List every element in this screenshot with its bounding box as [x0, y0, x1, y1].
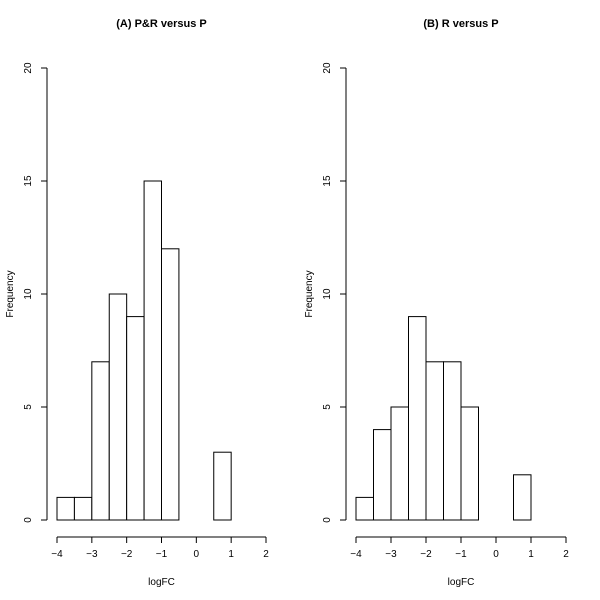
panel-a-bar [213, 451, 232, 521]
panel-b-bar [513, 474, 532, 521]
panel-b-title: (B) R versus P [423, 18, 498, 30]
panel-a-x-tick-label: −1 [156, 549, 168, 560]
panel-b-bar [425, 361, 444, 521]
panel-b-x-tick-label: −4 [350, 549, 362, 560]
panel-b-y-tick-label: 15 [322, 175, 333, 187]
panel-a-x-tick-label: −3 [86, 549, 98, 560]
panel-a-y-axis-label: Frequency [5, 270, 16, 317]
panel-a-x-tick-label: 2 [263, 549, 269, 560]
panel-b-bar [373, 429, 392, 521]
panel-b-bar [355, 496, 374, 521]
panel-b-x-tick-label: 2 [563, 549, 569, 560]
panel-a-y-tick-label: 0 [23, 517, 34, 523]
panel-b-x-tick-label: 1 [528, 549, 534, 560]
panel-a-x-tick-label: −2 [121, 549, 133, 560]
panel-a-title: (A) P&R versus P [116, 18, 206, 30]
panel-b-y-tick-label: 10 [322, 288, 333, 300]
panel-b-bar [390, 406, 409, 521]
panel-a-y-tick-label: 20 [23, 62, 34, 74]
panel-a-bar [73, 496, 93, 521]
panel-a-bar [161, 248, 180, 521]
panel-b-x-tick-label: −2 [420, 549, 432, 560]
panel-a-x-tick-label: −4 [51, 549, 63, 560]
panel-b-x-tick-label: 0 [493, 549, 499, 560]
panel-b-y-axis-label: Frequency [304, 270, 315, 317]
panel-a-bar [143, 180, 162, 521]
panel-b-bar [443, 361, 462, 521]
panel-b-y-tick-label: 20 [322, 62, 333, 74]
panel-a-x-tick-label: 0 [194, 549, 200, 560]
panel-a-y-tick-label: 15 [23, 175, 34, 187]
panel-a-y-tick-label: 5 [23, 404, 34, 410]
panel-b-y-tick-label: 5 [322, 404, 333, 410]
panel-b-x-axis-label: logFC [448, 577, 475, 588]
panel-a-x-axis-label: logFC [148, 577, 175, 588]
panel-b-x-tick-label: −1 [455, 549, 467, 560]
panel-b-bar [408, 316, 427, 521]
panel-a-histogram: (A) P&R versus P logFC Frequency −4 −3 −2 −… [5, 18, 269, 588]
panel-b-y-tick-label: 0 [322, 517, 333, 523]
panel-a-bar [91, 361, 110, 521]
panel-a-x-tick-label: 1 [228, 549, 234, 560]
panel-b-x-tick-label: −3 [385, 549, 397, 560]
panel-a-bar [108, 293, 128, 521]
panel-a-bar [56, 496, 75, 521]
panel-a-bar [126, 316, 145, 521]
panel-a-y-tick-label: 10 [23, 288, 34, 300]
panel-b-bar [460, 406, 479, 521]
panel-b-histogram: (B) R versus P logFC Frequency −4 −3 −2 −1 0… [304, 18, 569, 588]
